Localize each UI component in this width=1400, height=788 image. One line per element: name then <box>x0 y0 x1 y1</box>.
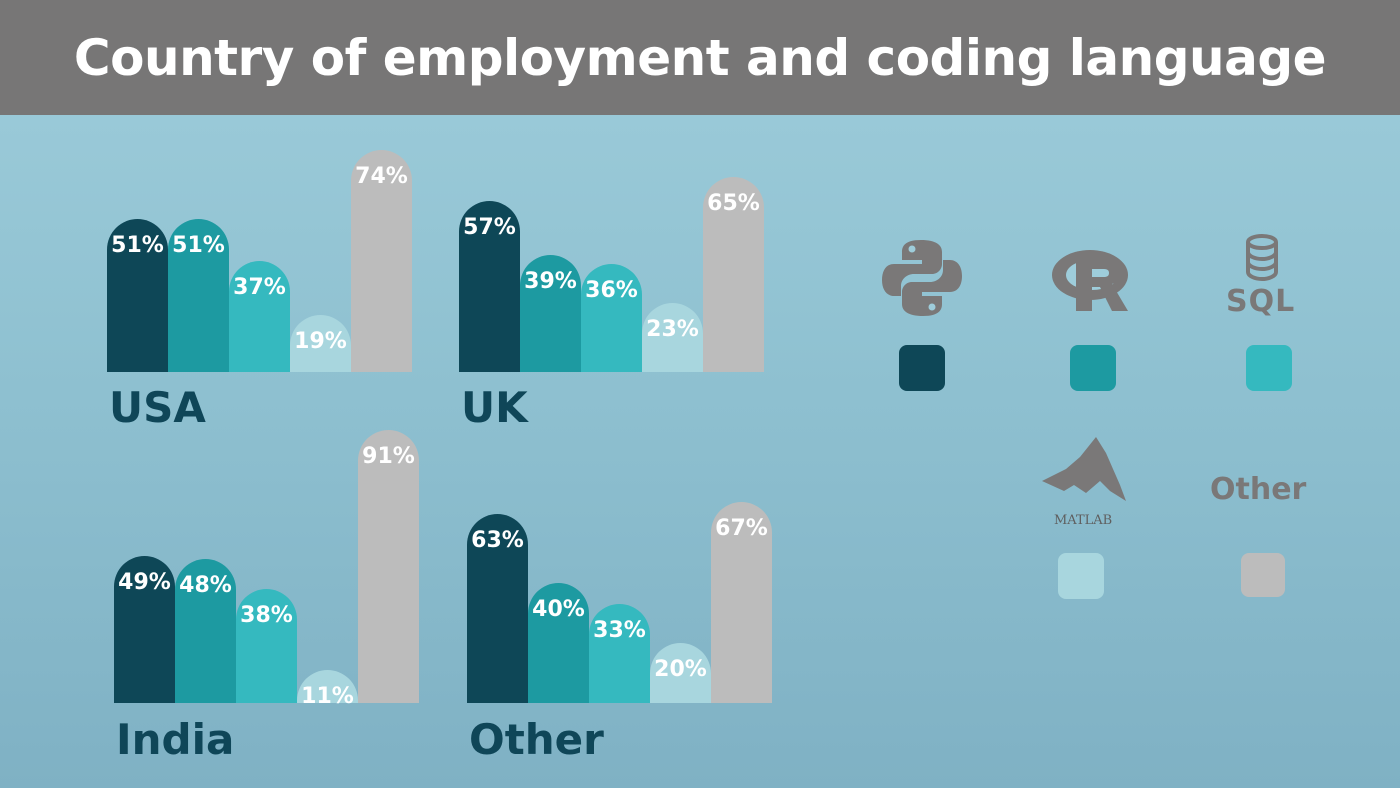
bar-india-sql <box>236 588 297 703</box>
bar-label-other-python: 63% <box>471 528 524 553</box>
country-label-other: Other <box>469 715 604 764</box>
bar-label-uk-matlab: 23% <box>646 317 699 342</box>
sql-icon: SQL <box>1226 232 1316 322</box>
bar-label-india-python: 49% <box>118 570 171 595</box>
bar-label-usa-matlab: 19% <box>294 329 347 354</box>
bar-uk-r <box>520 254 581 372</box>
bar-label-uk-r: 39% <box>524 269 577 294</box>
r-icon <box>1050 245 1136 315</box>
legend-swatch-r <box>1070 345 1116 391</box>
bar-label-other-r: 40% <box>532 597 585 622</box>
bar-uk-other <box>703 177 764 372</box>
bar-usa-other <box>351 150 412 372</box>
bar-label-uk-sql: 36% <box>585 278 638 303</box>
bar-label-other-sql: 33% <box>593 618 646 643</box>
bar-label-other-other: 67% <box>715 516 768 541</box>
bar-india-matlab <box>297 670 358 703</box>
bar-label-usa-r: 51% <box>172 233 225 258</box>
bar-india-python <box>114 556 175 703</box>
legend-label-other: Other <box>1210 472 1307 507</box>
bar-other-sql <box>589 604 650 703</box>
country-label-uk: UK <box>461 383 529 432</box>
bar-usa-python <box>107 219 168 372</box>
matlab-label: MATLAB <box>1054 513 1113 528</box>
python-icon <box>882 238 962 318</box>
bar-label-india-matlab: 11% <box>301 684 354 709</box>
bar-uk-sql <box>581 263 642 372</box>
bar-india-other <box>358 429 419 703</box>
bar-label-india-r: 48% <box>179 573 232 598</box>
bar-label-uk-other: 65% <box>707 191 760 216</box>
country-label-usa: USA <box>109 383 206 432</box>
panel-other: 63% 40% 33% 20% 67% Other <box>467 501 772 764</box>
chart-title: Country of employment and coding languag… <box>73 28 1327 87</box>
sql-label: SQL <box>1226 284 1296 319</box>
bar-uk-python <box>459 201 520 372</box>
bar-india-r <box>175 559 236 703</box>
bar-label-india-other: 91% <box>362 444 415 469</box>
bar-usa-r <box>168 218 229 372</box>
bar-other-r <box>528 583 589 703</box>
bar-label-uk-python: 57% <box>463 215 516 240</box>
panel-india: 49% 48% 38% 11% 91% India <box>114 429 419 764</box>
bar-uk-matlab <box>642 302 703 372</box>
bar-other-matlab <box>650 643 711 703</box>
bar-label-usa-other: 74% <box>355 164 408 189</box>
bar-label-usa-python: 51% <box>111 233 164 258</box>
panel-uk: 57% 39% 36% 23% 65% UK <box>459 177 764 432</box>
bar-usa-sql <box>229 261 290 372</box>
legend-swatch-other <box>1241 553 1285 597</box>
panel-usa: 51% 51% 37% 19% 74% USA <box>107 150 412 432</box>
bar-label-other-matlab: 20% <box>654 657 707 682</box>
matlab-icon: MATLAB <box>1040 435 1140 535</box>
title-bar: Country of employment and coding languag… <box>0 0 1400 115</box>
bar-label-usa-sql: 37% <box>233 275 286 300</box>
bar-other-other <box>711 501 772 703</box>
country-label-india: India <box>116 715 234 764</box>
legend-swatch-python <box>899 345 945 391</box>
bar-usa-matlab <box>290 315 351 372</box>
bar-other-python <box>467 514 528 703</box>
legend-swatch-matlab <box>1058 553 1104 599</box>
legend-swatch-sql <box>1246 345 1292 391</box>
bar-label-india-sql: 38% <box>240 603 293 628</box>
